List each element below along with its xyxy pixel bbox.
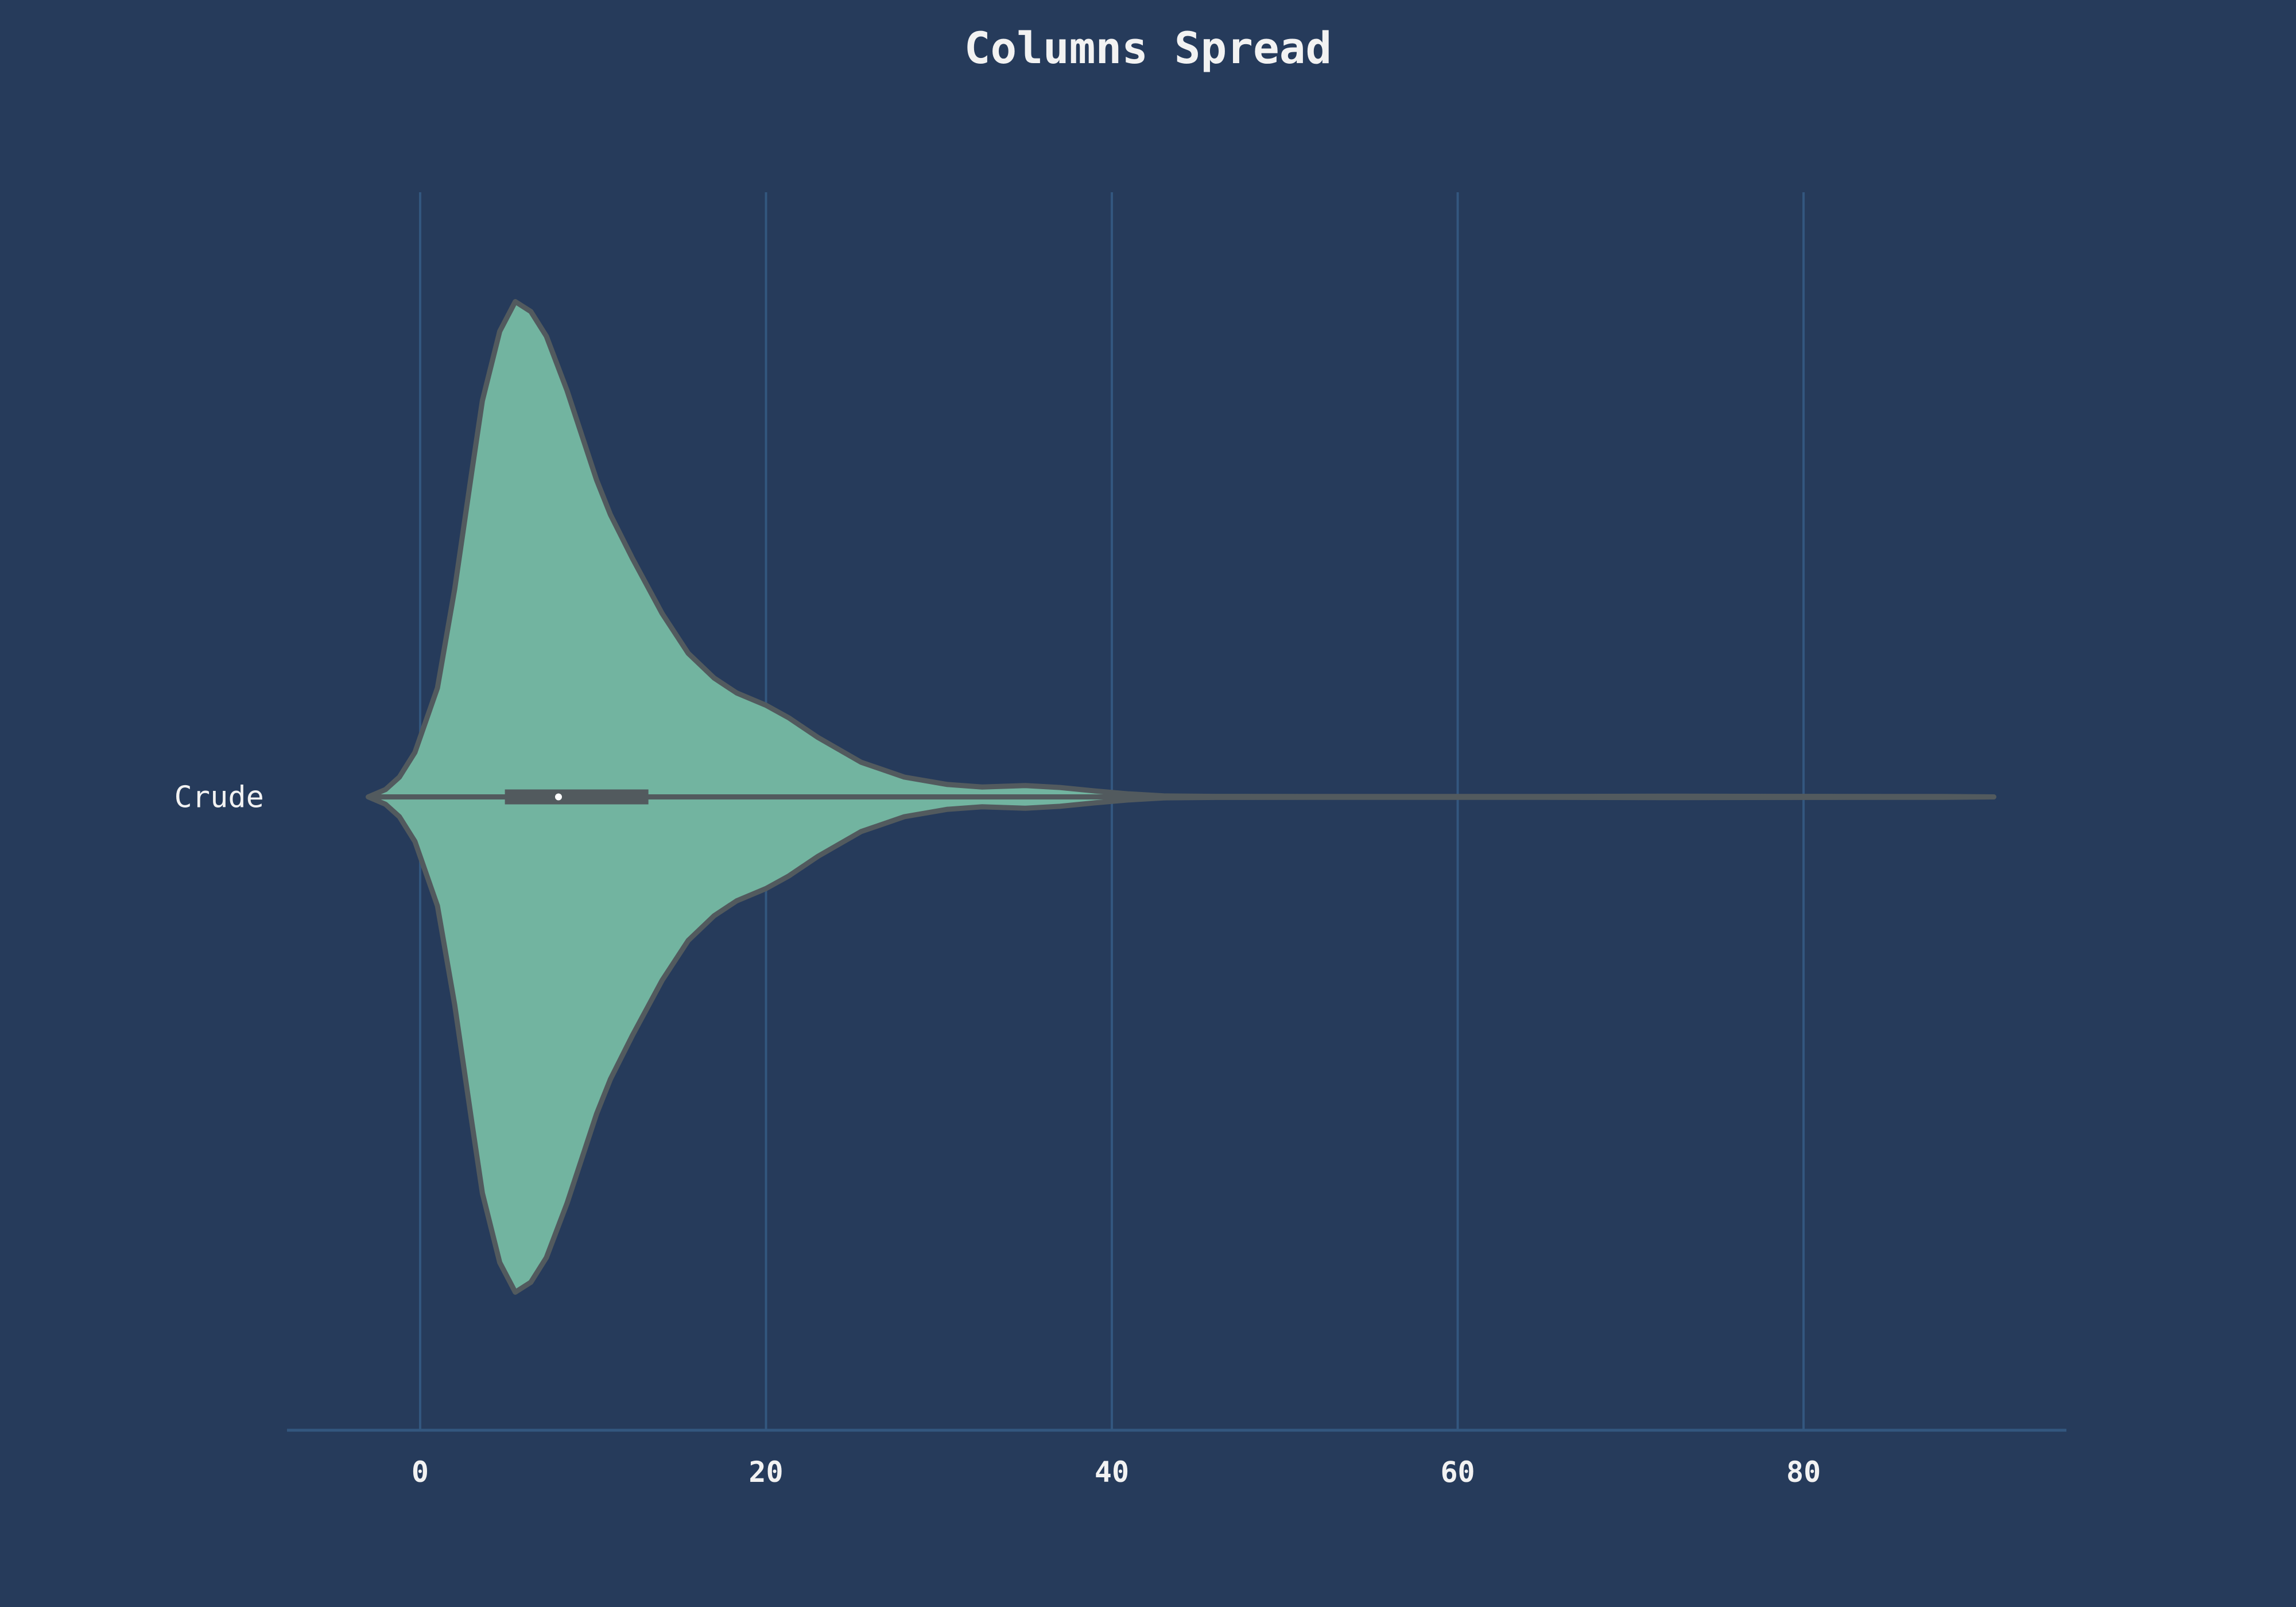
x-tick-label-20: 20	[748, 1455, 783, 1489]
grid-lines	[418, 192, 1805, 1430]
category-label-crude: Crude	[174, 781, 264, 815]
box-iqr	[505, 789, 649, 805]
x-tick-labels: 0 20 40 60 80	[412, 1455, 1821, 1489]
x-tick-label-80: 80	[1786, 1455, 1821, 1489]
x-tick-label-0: 0	[412, 1455, 429, 1489]
box-median-point	[554, 793, 562, 801]
x-tick-label-60: 60	[1440, 1455, 1475, 1489]
violins	[366, 299, 1996, 1295]
chart-title: Columns Spread	[964, 22, 1332, 73]
category-labels: Crude	[174, 781, 264, 815]
x-tick-label-40: 40	[1095, 1455, 1129, 1489]
